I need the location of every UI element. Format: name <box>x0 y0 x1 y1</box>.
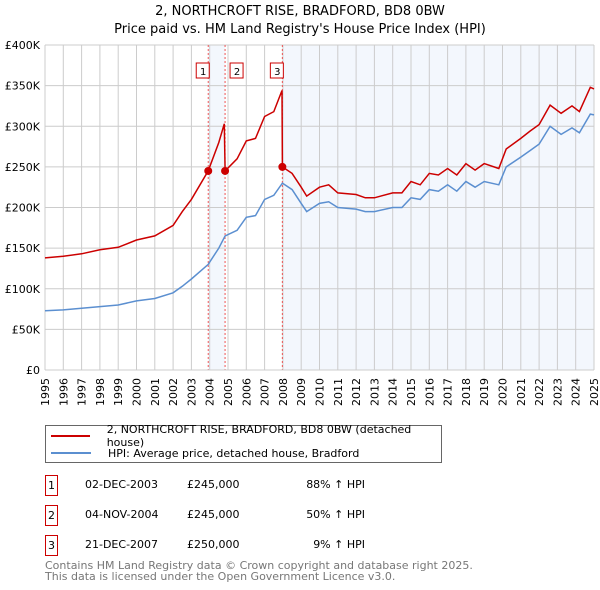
x-tick-label: 2000 <box>131 378 144 406</box>
footer-licence: This data is licensed under the Open Gov… <box>45 570 396 583</box>
sale-marker-number: 1 <box>45 475 58 496</box>
footer-copyright: Contains HM Land Registry data © Crown c… <box>45 559 473 572</box>
x-tick-label: 2009 <box>295 378 308 406</box>
x-tick-label: 2010 <box>314 378 327 406</box>
legend-label-property: 2, NORTHCROFT RISE, BRADFORD, BD8 0BW (d… <box>106 423 412 449</box>
legend-label-hpi: HPI: Average price, detached house, Brad… <box>108 446 360 460</box>
y-tick-label: £0 <box>26 364 40 377</box>
x-tick-label: 2023 <box>551 378 564 406</box>
x-tick-label: 2012 <box>350 378 363 406</box>
x-tick-label: 2006 <box>240 378 253 406</box>
x-tick-label: 2002 <box>167 378 180 406</box>
sale-price: £250,000 <box>187 538 240 551</box>
x-tick-label: 2001 <box>149 378 162 406</box>
x-tick-label: 2019 <box>478 378 491 406</box>
x-tick-label: 1998 <box>94 378 107 406</box>
series-line-hpi <box>44 113 595 312</box>
x-tick-label: 1995 <box>39 378 52 406</box>
chart-title: 2, NORTHCROFT RISE, BRADFORD, BD8 0BW <box>155 4 445 19</box>
x-tick-label: 1997 <box>76 378 89 406</box>
x-tick-label: 2013 <box>368 378 381 406</box>
x-tick-label: 2024 <box>570 378 583 406</box>
x-tick-label: 2016 <box>423 378 436 406</box>
sale-hpi-diff: 9% ↑ HPI <box>313 538 365 551</box>
x-tick-label: 2017 <box>442 378 455 406</box>
sale-hpi-diff: 88% ↑ HPI <box>306 478 365 491</box>
x-tick-label: 2018 <box>460 378 473 406</box>
sale-hpi-diff: 50% ↑ HPI <box>306 508 365 521</box>
x-tick-label: 2022 <box>533 378 546 406</box>
x-tick-label: 2014 <box>387 378 400 406</box>
sale-label-box <box>195 62 210 79</box>
sale-point <box>221 166 230 175</box>
y-tick-label: £100K <box>5 283 41 296</box>
x-tick-label: 2015 <box>405 378 418 406</box>
y-tick-label: £350K <box>5 80 41 93</box>
x-tick-label: 2020 <box>497 378 510 406</box>
y-tick-label: £50K <box>12 323 41 336</box>
x-tick-label: 2005 <box>222 378 235 406</box>
y-tick-label: £250K <box>5 161 41 174</box>
y-tick-label: £400K <box>5 39 41 52</box>
legend-swatch-property <box>51 435 90 437</box>
sale-label-box <box>269 62 284 79</box>
sale-date: 02-DEC-2003 <box>85 478 159 491</box>
x-tick-label: 1999 <box>112 378 125 406</box>
sale-price: £245,000 <box>187 508 240 521</box>
x-tick-label: 2007 <box>259 378 272 406</box>
series-line-property <box>44 86 595 259</box>
sale-label: 1 <box>200 67 206 78</box>
y-tick-label: £200K <box>5 202 41 215</box>
sale-price: £245,000 <box>187 478 240 491</box>
y-tick-label: £150K <box>5 242 41 255</box>
sale-point <box>204 166 213 175</box>
sale-label-box <box>229 62 244 79</box>
x-tick-label: 2021 <box>515 378 528 406</box>
x-tick-label: 2004 <box>204 378 217 406</box>
x-tick-label: 1996 <box>57 378 70 406</box>
x-tick-label: 2011 <box>332 378 345 406</box>
x-tick-label: 2003 <box>185 378 198 406</box>
x-tick-label: 2008 <box>277 378 290 406</box>
plot-area: 1995 1996 1997 1998 1999 2000 2001 2002 2003 2004… <box>5 39 600 406</box>
sale-date: 21-DEC-2007 <box>85 538 159 551</box>
sale-label: 2 <box>234 67 240 78</box>
sale-date: 04-NOV-2004 <box>85 508 159 521</box>
x-tick-label: 2025 <box>588 378 600 406</box>
sale-label: 3 <box>274 67 280 78</box>
sale-marker-number: 2 <box>45 505 58 526</box>
legend: 2, NORTHCROFT RISE, BRADFORD, BD8 0BW (d… <box>45 423 442 463</box>
legend-swatch-hpi <box>51 452 91 454</box>
chart-subtitle: Price paid vs. HM Land Registry's House … <box>114 22 486 37</box>
y-tick-label: £300K <box>5 120 41 133</box>
sale-marker-number: 3 <box>45 535 58 556</box>
sale-point <box>278 162 287 171</box>
footer: Contains HM Land Registry data © Crown c… <box>45 560 473 582</box>
